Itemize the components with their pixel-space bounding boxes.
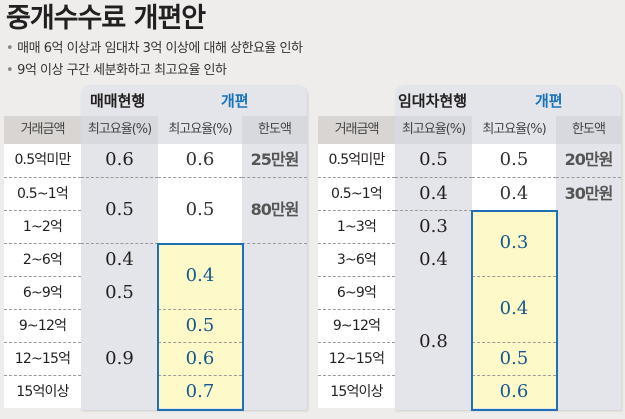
sale-current-label: 매매현행 — [90, 92, 146, 110]
current-rate-cell: 0.3 — [395, 209, 472, 243]
table-row: 9~12억 0.9 0.5 — [4, 308, 307, 368]
table-row: 0.5억미만 0.6 0.6 25만원 — [4, 144, 307, 177]
table-row: 2~6억 0.4 0.4 — [4, 242, 307, 408]
table-row: 6~9억 0.8 0.4 — [318, 275, 621, 352]
col-limit: 한도액 — [242, 116, 307, 144]
range-cell: 12~15억 — [318, 341, 395, 375]
header-row: 거래금액 최고요율(%) 최고요율(%) 한도액 — [4, 116, 307, 144]
lease-new-label: 개편 — [535, 92, 563, 110]
table-row: 12~15억 0.5 — [318, 341, 621, 375]
range-cell: 9~12억 — [4, 308, 81, 342]
table-row: 9~12억 — [318, 308, 621, 342]
table-row: 0.5~1억 0.4 0.4 30만원 — [318, 176, 621, 210]
lease-table: 임대차현행 개편 거래금액 최고요율(%) 최고요율(%) 한도액 0.5억미만… — [318, 85, 621, 411]
lease-current-label: 임대차현행 — [398, 92, 468, 110]
col-limit: 한도액 — [556, 116, 621, 144]
range-cell: 9~12억 — [318, 308, 395, 342]
range-cell: 2~6억 — [4, 242, 81, 276]
table-row: 1~2억 — [4, 209, 307, 243]
new-rate-cell: 0.3 — [472, 209, 556, 276]
range-cell: 1~2억 — [4, 209, 81, 243]
current-rate-cell: 0.5 — [81, 176, 158, 243]
table-row: 15억이상 0.7 — [4, 374, 307, 408]
table-row: 12~15억 0.6 — [4, 341, 307, 375]
new-rate-cell: 0.5 — [472, 341, 556, 375]
limit-cell: 30만원 — [556, 176, 621, 210]
lease-grid: 거래금액 최고요율(%) 최고요율(%) 한도액 0.5억미만 0.5 0.5 … — [318, 116, 621, 408]
current-rate-cell: 0.4 — [81, 242, 158, 276]
current-rate-cell: 0.9 — [105, 347, 134, 369]
current-rate-cell: 0.6 — [105, 149, 134, 171]
range-cell: 0.5~1억 — [4, 176, 81, 210]
bullet-text: 매매 6억 이상과 임대차 3억 이상에 대해 상한요율 인하 — [17, 41, 303, 56]
new-rate-cell: 0.5 — [472, 144, 556, 177]
bullet-1: • 매매 6억 이상과 임대차 3억 이상에 대해 상한요율 인하 — [6, 41, 303, 56]
col-new-rate: 최고요율(%) — [472, 116, 556, 144]
col-range: 거래금액 — [4, 116, 81, 144]
range-cell: 15억이상 — [318, 374, 395, 408]
range-cell: 6~9억 — [4, 275, 81, 309]
bullet-2: • 9억 이상 구간 세분화하고 최고요율 인하 — [6, 63, 227, 78]
range-cell: 1~3억 — [318, 209, 395, 243]
new-rate-cell: 0.6 — [472, 374, 556, 408]
range-cell: 3~6억 — [318, 242, 395, 276]
range-cell: 6~9억 — [318, 275, 395, 309]
sale-new-label: 개편 — [221, 92, 249, 110]
limit-cell-empty — [242, 242, 307, 408]
table-row: 3~6억 0.4 — [318, 242, 621, 276]
sale-table: 매매현행 개편 거래금액 최고요율(%) 최고요율(%) 한도액 0.5억미만 … — [4, 85, 307, 411]
header-row: 거래금액 최고요율(%) 최고요율(%) 한도액 — [318, 116, 621, 144]
new-rate-cell: 0.5 — [158, 308, 242, 342]
current-rate-cell: 0.8 — [419, 331, 448, 352]
new-rate-cell: 0.4 — [158, 242, 242, 309]
table-row: 15억이상 0.6 — [318, 374, 621, 408]
table-row: 0.5~1억 0.5 0.5 80만원 — [4, 176, 307, 243]
col-current-rate: 최고요율(%) — [81, 116, 158, 144]
limit-cell: 25만원 — [250, 150, 300, 170]
limit-cell-empty — [556, 210, 621, 408]
new-rate-cell: 0.7 — [158, 374, 242, 408]
limit-cell: 20만원 — [564, 150, 614, 170]
sale-grid: 거래금액 최고요율(%) 최고요율(%) 한도액 0.5억미만 0.6 0.6 … — [4, 116, 307, 408]
limit-cell: 80만원 — [242, 176, 307, 243]
col-range: 거래금액 — [318, 116, 395, 144]
col-current-rate: 최고요율(%) — [395, 116, 472, 144]
new-rate-cell: 0.4 — [472, 275, 556, 342]
range-cell: 0.5억미만 — [4, 144, 81, 177]
range-cell: 0.5~1억 — [318, 176, 395, 210]
current-rate-cell: 0.4 — [419, 248, 448, 270]
new-rate-cell: 0.5 — [158, 176, 242, 243]
table-row: 0.5억미만 0.5 0.5 20만원 — [318, 144, 621, 177]
bullet-text: 9억 이상 구간 세분화하고 최고요율 인하 — [17, 63, 227, 78]
table-row: 6~9억 0.5 — [4, 275, 307, 309]
range-cell: 15억이상 — [4, 374, 81, 408]
new-rate-cell: 0.6 — [158, 341, 242, 375]
new-rate-cell: 0.6 — [158, 144, 242, 177]
current-rate-cell: 0.5 — [105, 281, 134, 303]
new-rate-cell: 0.4 — [472, 176, 556, 210]
current-rate-cell: 0.5 — [419, 149, 448, 171]
range-cell: 0.5억미만 — [318, 144, 395, 177]
page-title: 중개수수료 개편안 — [6, 3, 206, 34]
table-row: 1~3억 0.3 0.3 — [318, 209, 621, 276]
col-new-rate: 최고요율(%) — [158, 116, 242, 144]
current-rate-cell: 0.4 — [395, 176, 472, 210]
range-cell: 12~15억 — [4, 341, 81, 375]
